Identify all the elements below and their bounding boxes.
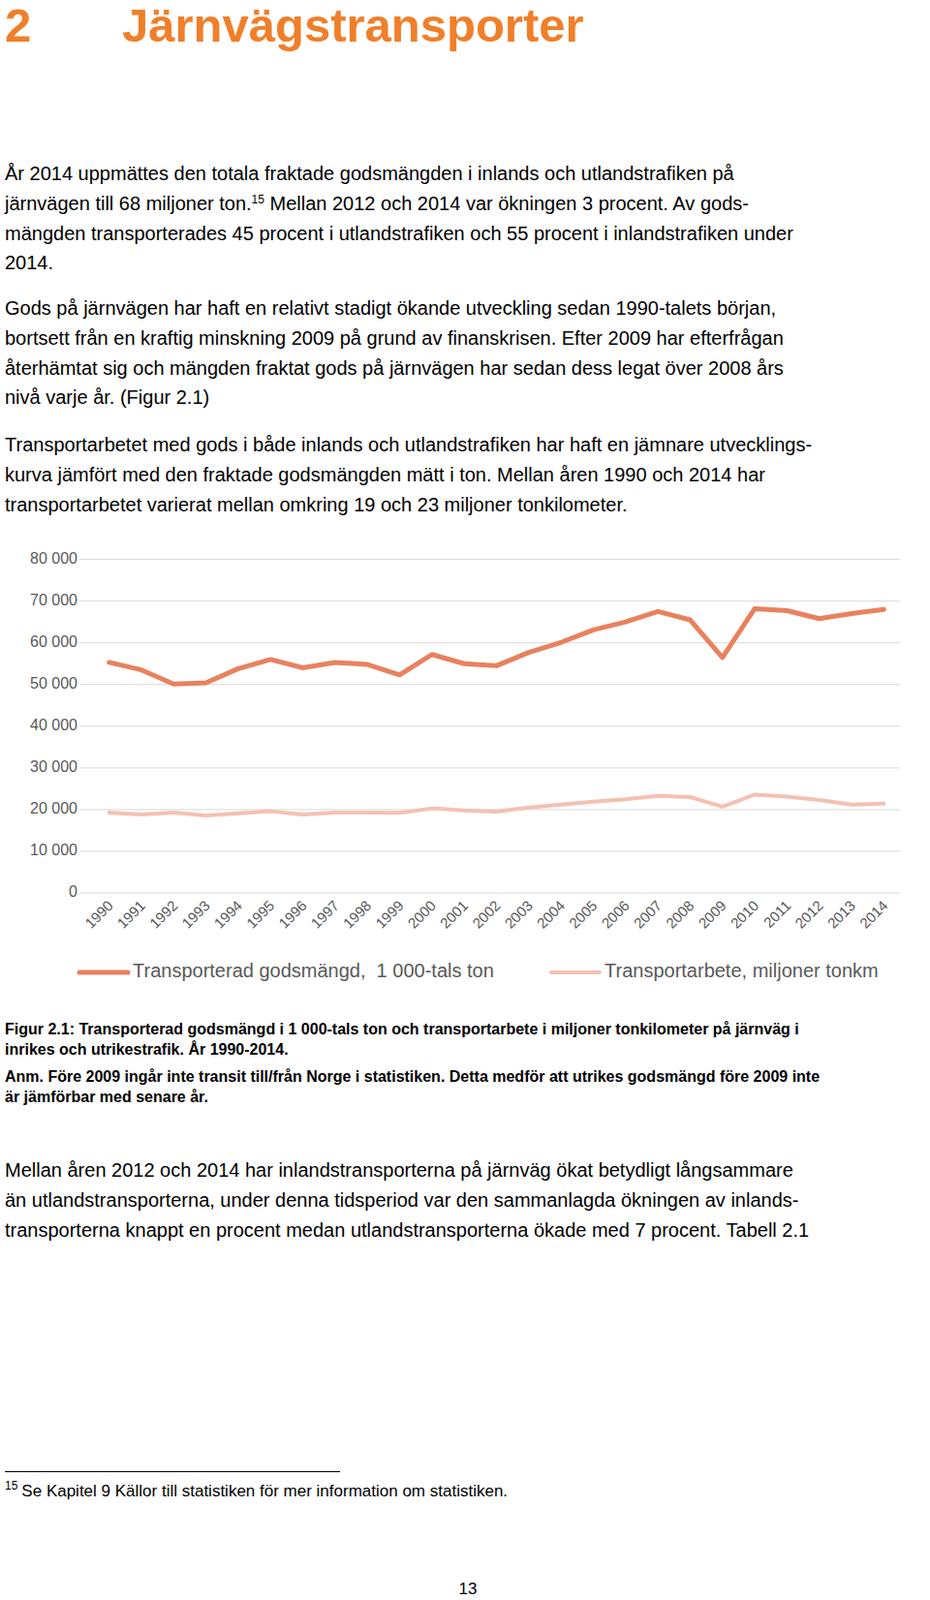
- paragraph-line: kurva jämfört med den fraktade godsmängd…: [4, 460, 766, 490]
- x-tick-label: 1996: [275, 897, 310, 932]
- x-tick-label: 1999: [372, 897, 407, 932]
- footnote-text: Se Kapitel 9 Källor till statistiken för…: [21, 1482, 508, 1501]
- text: Mellan 2012 och 2014 var ökningen 3 proc…: [264, 192, 749, 215]
- paragraph-line: bortsett från en kraftig minskning 2009 …: [4, 323, 784, 353]
- x-tick-label: 1997: [307, 897, 342, 932]
- grid-line: [79, 600, 900, 602]
- x-tick-label: 1991: [113, 897, 149, 932]
- grid-line: [79, 893, 900, 895]
- grid-line: [79, 767, 900, 769]
- chapter-number: 2: [4, 0, 31, 53]
- grid-line: [79, 850, 900, 852]
- paragraph-line: Transportarbetet med gods i både inlands…: [4, 430, 812, 460]
- x-tick-label: 2010: [727, 897, 763, 932]
- x-tick-label: 2011: [760, 897, 795, 931]
- y-tick-label: 40 000: [30, 716, 78, 734]
- x-tick-label: 2000: [403, 897, 439, 932]
- plot-lines: [109, 608, 885, 816]
- y-tick-label: 20 000: [30, 800, 78, 817]
- footnote-number: 15: [4, 1479, 18, 1493]
- caption-line: inrikes och utrikestrafik. År 1990-2014.: [4, 1039, 289, 1060]
- paragraph-line: Mellan åren 2012 och 2014 har inlandstra…: [4, 1155, 794, 1185]
- y-tick-label: 80 000: [30, 550, 78, 567]
- x-tick-label: 2001: [436, 897, 472, 932]
- legend-label: Transporterad godsmängd, 1 000-tals ton: [132, 960, 495, 982]
- note-line: Anm. Före 2009 ingår inte transit till/f…: [4, 1066, 820, 1087]
- paragraph-line: Gods på järnvägen har haft en relativt s…: [4, 293, 776, 323]
- grid-line: [79, 642, 900, 644]
- legend-label: Transportarbete, miljoner tonkm: [604, 960, 879, 982]
- text: järnvägen till 68 miljoner ton.: [4, 192, 252, 215]
- x-tick-label: 2014: [856, 897, 892, 932]
- x-tick-label: 2013: [824, 897, 860, 932]
- x-tick-label: 2008: [662, 897, 698, 932]
- x-tick-label: 1992: [146, 897, 182, 932]
- y-tick-label: 70 000: [30, 591, 78, 609]
- paragraph-line: 2014.: [4, 248, 54, 278]
- x-tick-label: 2007: [630, 897, 666, 932]
- x-tick-label: 1990: [81, 897, 117, 932]
- x-tick-label: 1998: [340, 897, 375, 932]
- x-tick-label: 1994: [210, 897, 246, 932]
- x-tick-label: 2005: [565, 897, 601, 932]
- y-tick-label: 50 000: [30, 675, 78, 692]
- footnote-rule: [4, 1471, 341, 1473]
- x-tick-label: 2006: [597, 897, 633, 932]
- y-tick-label: 0: [68, 883, 78, 900]
- y-tick-label: 10 000: [30, 841, 78, 859]
- paragraph-line: än utlandstransporterna, under denna tid…: [4, 1185, 799, 1215]
- paragraph-line: återhämtat sig och mängden fraktat gods …: [4, 353, 784, 383]
- x-tick-label: 2012: [791, 897, 827, 932]
- x-tick-label: 2009: [694, 897, 730, 932]
- paragraph-line: nivå varje år. (Figur 2.1): [4, 382, 210, 412]
- grid-line: [79, 558, 900, 560]
- series-line: [109, 608, 885, 684]
- x-tick-label: 2003: [500, 897, 536, 932]
- chapter-title: Järnvägstransporter: [122, 0, 585, 53]
- paragraph-line: transporterna knappt en procent medan ut…: [4, 1215, 809, 1245]
- paragraph-line: År 2014 uppmättes den totala fraktade go…: [4, 158, 735, 188]
- page-number: 13: [459, 1578, 478, 1600]
- x-tick-label: 2004: [533, 897, 569, 932]
- paragraph-line: mängden transporterades 45 procent i utl…: [4, 218, 794, 248]
- chart: 0 10 000 20 000 30 000 40 000 50 000 60 000 70 …: [0, 0, 930, 1600]
- x-tick-label: 1995: [243, 897, 279, 932]
- legend-swatch: [79, 970, 128, 976]
- paragraph-line: transportarbetet varierat mellan omkring…: [4, 490, 628, 520]
- y-tick-label: 30 000: [30, 758, 78, 775]
- legend-swatch: [551, 970, 600, 975]
- caption-line: Figur 2.1: Transporterad godsmängd i 1 0…: [4, 1019, 800, 1040]
- x-tick-label: 2002: [468, 897, 504, 932]
- note-line: är jämförbar med senare år.: [4, 1086, 209, 1108]
- x-tick-label: 1993: [178, 897, 214, 932]
- grid-line: [79, 725, 900, 727]
- footnote: 15Se Kapitel 9 Källor till statistiken f…: [4, 1480, 508, 1504]
- footnote-ref: 15: [251, 192, 265, 207]
- y-tick-label: 60 000: [30, 633, 78, 651]
- paragraph-line: järnvägen till 68 miljoner ton.15 Mellan…: [4, 188, 749, 218]
- series-line: [109, 794, 885, 816]
